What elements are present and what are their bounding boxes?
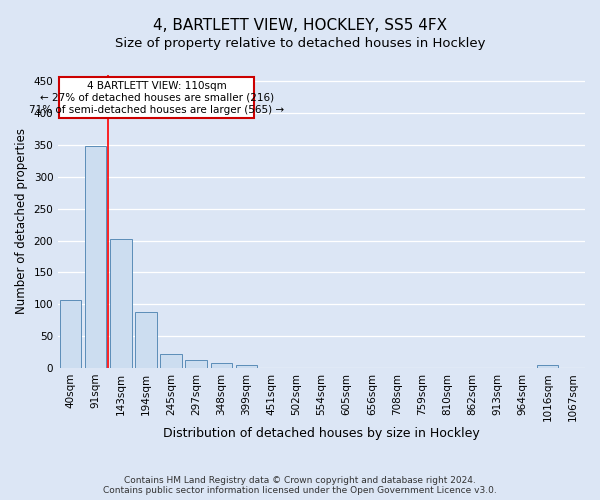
Bar <box>236 365 257 368</box>
Bar <box>185 360 207 368</box>
Text: ← 27% of detached houses are smaller (216): ← 27% of detached houses are smaller (21… <box>40 93 274 103</box>
Y-axis label: Number of detached properties: Number of detached properties <box>15 128 28 314</box>
Bar <box>60 300 82 368</box>
FancyBboxPatch shape <box>59 77 254 118</box>
Bar <box>537 366 558 368</box>
Bar <box>160 354 182 368</box>
Bar <box>85 146 106 368</box>
X-axis label: Distribution of detached houses by size in Hockley: Distribution of detached houses by size … <box>163 427 480 440</box>
Text: 4 BARTLETT VIEW: 110sqm: 4 BARTLETT VIEW: 110sqm <box>87 80 227 90</box>
Text: 4, BARTLETT VIEW, HOCKLEY, SS5 4FX: 4, BARTLETT VIEW, HOCKLEY, SS5 4FX <box>153 18 447 32</box>
Text: Size of property relative to detached houses in Hockley: Size of property relative to detached ho… <box>115 38 485 51</box>
Bar <box>211 363 232 368</box>
Text: 71% of semi-detached houses are larger (565) →: 71% of semi-detached houses are larger (… <box>29 105 284 115</box>
Text: Contains HM Land Registry data © Crown copyright and database right 2024.
Contai: Contains HM Land Registry data © Crown c… <box>103 476 497 495</box>
Bar <box>136 312 157 368</box>
Bar <box>110 240 131 368</box>
